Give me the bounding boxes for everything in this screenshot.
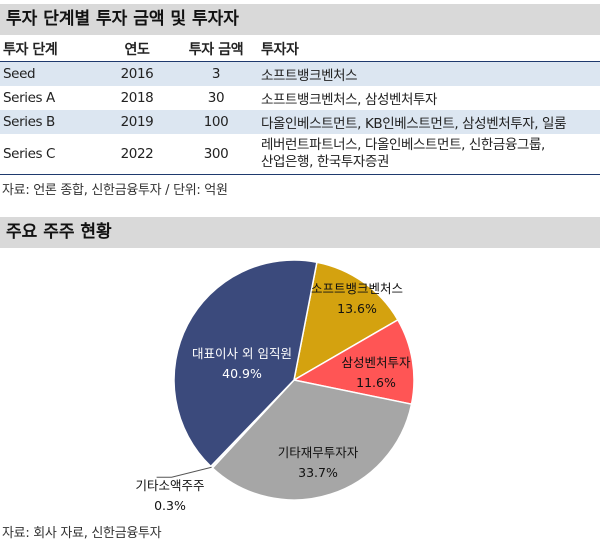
chart-source-note: 자료: 회사 자료, 신한금융투자 [2,526,162,541]
cell-investors: 소프트뱅크벤처스 [261,61,600,86]
table-row: Seed 2016 3 소프트뱅크벤처스 [0,61,600,86]
pie-chart: 소프트뱅크벤처스 13.6% 삼성벤처투자 11.6% 기타재무투자자 33.7% 기타소액… [135,259,415,513]
cell-year: 2018 [120,90,154,106]
cell-amount: 100 [171,110,261,134]
table-row: Series B 2019 100 다올인베스트먼트, KB인베스트먼트, 삼성… [0,110,600,134]
pie-slice-label: 기타소액주주 [135,478,204,493]
table-source-note: 자료: 언론 종합, 신한금융투자 / 단위: 억원 [2,183,228,198]
table-header-row: 투자 단계 연도 투자 금액 투자자 [0,37,600,62]
cell-investors-line: 레버런트파트너스, 다올인베스트먼트, 신한금융그룹, [261,137,545,153]
cell-stage: Series A [3,90,55,106]
cell-investors-line: 산업은행, 한국투자증권 [261,154,389,170]
table-row: Series C 2022 300 레버런트파트너스, 다올인베스트먼트, 신한… [0,134,600,175]
header-year: 연도 [103,37,171,62]
cell-investors: 소프트뱅크벤처스, 삼성벤처투자 [261,92,438,108]
pie-slice-value: 33.7% [298,465,338,480]
cell-year: 2022 [103,134,171,175]
pie-slice-label: 기타재무투자자 [278,445,359,460]
cell-stage: Series B [0,110,103,134]
pie-slice [211,379,413,501]
pie-slice [292,261,399,382]
header-investors: 투자자 [261,37,600,62]
table-section-title: 투자 단계별 투자 금액 및 투자자 [0,4,600,35]
pie-slice [291,318,415,406]
cell-amount: 300 [171,134,261,175]
cell-year: 2019 [103,110,171,134]
pie-slice-label: 삼성벤처투자 [341,355,411,370]
pie-slice-value: 40.9% [222,366,262,381]
pie-leader-line [156,466,212,478]
chart-section-title: 주요 주주 현황 [0,217,600,248]
cell-year: 2016 [103,61,171,86]
header-stage: 투자 단계 [0,37,103,62]
investment-table: 투자 단계 연도 투자 금액 투자자 Seed 2016 3 소프트뱅크벤처스 … [0,37,600,175]
cell-amount: 30 [207,90,225,106]
table-row: Series A 2018 30 소프트뱅크벤처스, 삼성벤처투자 [0,86,600,110]
cell-stage: Seed [0,61,103,86]
pie-slice [173,259,318,468]
cell-investors: 다올인베스트먼트, KB인베스트먼트, 삼성벤처투자, 일룸 [261,110,600,134]
pie-slice-value: 0.3% [154,498,186,513]
pie-slice-label: 소프트뱅크벤처스 [311,281,403,296]
header-amount: 투자 금액 [171,37,261,62]
pie-slice-value: 11.6% [356,375,396,390]
cell-amount: 3 [171,61,261,86]
pie-slice-label: 대표이사 외 임직원 [192,346,292,361]
pie-slice-value: 13.6% [337,301,377,316]
cell-investors: 레버런트파트너스, 다올인베스트먼트, 신한금융그룹, 산업은행, 한국투자증권 [261,134,600,175]
cell-stage: Series C [0,134,103,175]
